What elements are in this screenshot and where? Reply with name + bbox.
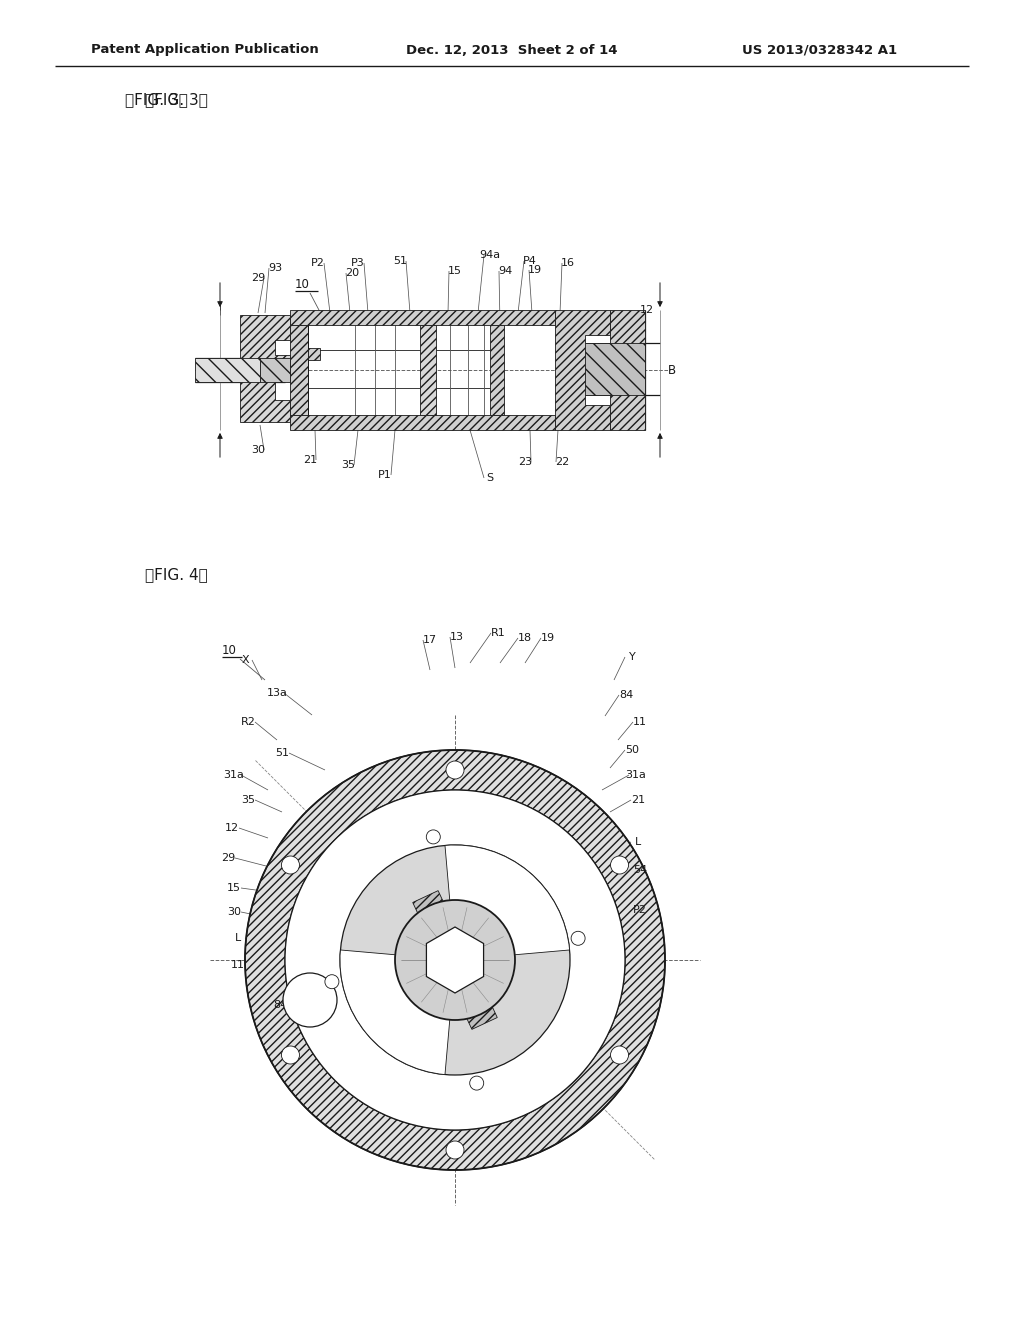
Wedge shape bbox=[445, 845, 569, 960]
Text: 50: 50 bbox=[625, 744, 639, 755]
Bar bbox=[290, 414, 555, 430]
Text: 23: 23 bbox=[518, 457, 532, 467]
Circle shape bbox=[470, 1076, 483, 1090]
Text: S: S bbox=[486, 473, 494, 483]
Text: 22: 22 bbox=[555, 457, 569, 467]
Bar bbox=[290, 325, 308, 414]
Text: 21: 21 bbox=[631, 795, 645, 805]
Text: Y: Y bbox=[629, 652, 635, 663]
Text: B: B bbox=[668, 363, 676, 376]
Circle shape bbox=[282, 855, 299, 874]
Text: 30: 30 bbox=[251, 445, 265, 455]
Text: P1: P1 bbox=[378, 470, 392, 480]
Polygon shape bbox=[413, 891, 480, 993]
Text: 19: 19 bbox=[315, 1012, 329, 1023]
Text: 19: 19 bbox=[528, 265, 542, 275]
Text: 10: 10 bbox=[295, 279, 310, 292]
Text: R2: R2 bbox=[497, 1019, 511, 1030]
Circle shape bbox=[610, 1045, 629, 1064]
Text: 51: 51 bbox=[275, 748, 289, 758]
Circle shape bbox=[282, 1045, 299, 1064]
Text: 19: 19 bbox=[541, 634, 555, 643]
Text: 15: 15 bbox=[227, 883, 241, 894]
Circle shape bbox=[610, 855, 629, 874]
Text: 11: 11 bbox=[633, 717, 647, 727]
Text: R1: R1 bbox=[490, 628, 506, 638]
Text: 20: 20 bbox=[345, 268, 359, 279]
Circle shape bbox=[285, 789, 625, 1130]
Text: 94: 94 bbox=[498, 267, 512, 276]
Text: 【FIG. 3】: 【FIG. 3】 bbox=[145, 92, 208, 107]
Polygon shape bbox=[426, 927, 483, 993]
Polygon shape bbox=[430, 927, 498, 1030]
PathPatch shape bbox=[245, 750, 665, 1170]
Wedge shape bbox=[340, 950, 455, 1074]
Bar bbox=[420, 325, 436, 414]
Text: 15: 15 bbox=[449, 267, 462, 276]
Circle shape bbox=[340, 845, 570, 1074]
Circle shape bbox=[325, 974, 339, 989]
Text: 16: 16 bbox=[561, 257, 575, 268]
Text: 94a: 94a bbox=[479, 249, 501, 260]
Text: 31a: 31a bbox=[223, 770, 245, 780]
Text: 29: 29 bbox=[251, 273, 265, 282]
Text: 93: 93 bbox=[268, 263, 282, 273]
Polygon shape bbox=[308, 325, 319, 414]
Text: 31a: 31a bbox=[626, 770, 646, 780]
Circle shape bbox=[395, 900, 515, 1020]
Text: 35: 35 bbox=[341, 459, 355, 470]
Text: 10: 10 bbox=[222, 644, 237, 656]
Text: X: X bbox=[242, 655, 249, 665]
Text: 29: 29 bbox=[221, 853, 236, 863]
Text: 12: 12 bbox=[225, 822, 239, 833]
Text: 【FIG. 3】: 【FIG. 3】 bbox=[125, 92, 187, 107]
Text: 84: 84 bbox=[272, 1001, 287, 1010]
Polygon shape bbox=[240, 315, 290, 422]
Text: L: L bbox=[234, 933, 241, 942]
Text: C: C bbox=[431, 1026, 439, 1035]
Polygon shape bbox=[585, 343, 645, 395]
Text: Patent Application Publication: Patent Application Publication bbox=[91, 44, 318, 57]
Circle shape bbox=[283, 973, 337, 1027]
Circle shape bbox=[446, 762, 464, 779]
Text: 51: 51 bbox=[393, 256, 407, 267]
Text: US 2013/0328342 A1: US 2013/0328342 A1 bbox=[742, 44, 898, 57]
Text: 21: 21 bbox=[303, 455, 317, 465]
Text: 13: 13 bbox=[450, 632, 464, 642]
Text: P3: P3 bbox=[351, 257, 365, 268]
Polygon shape bbox=[555, 310, 610, 430]
Bar bbox=[290, 310, 555, 325]
Text: Dec. 12, 2013  Sheet 2 of 14: Dec. 12, 2013 Sheet 2 of 14 bbox=[407, 44, 617, 57]
Polygon shape bbox=[260, 358, 290, 381]
Text: C: C bbox=[464, 1026, 472, 1035]
Text: P4: P4 bbox=[523, 256, 537, 267]
Text: P2: P2 bbox=[311, 257, 325, 268]
Text: 18: 18 bbox=[518, 634, 532, 643]
Circle shape bbox=[446, 1140, 464, 1159]
Polygon shape bbox=[195, 358, 260, 381]
Text: 17: 17 bbox=[453, 1043, 467, 1053]
Circle shape bbox=[426, 830, 440, 843]
Text: 14: 14 bbox=[423, 1043, 437, 1053]
Text: 17: 17 bbox=[423, 635, 437, 645]
Text: 54: 54 bbox=[633, 865, 647, 875]
Bar bbox=[610, 310, 645, 430]
Text: 30: 30 bbox=[227, 907, 241, 917]
Text: 【FIG. 4】: 【FIG. 4】 bbox=[145, 568, 208, 582]
Text: 84: 84 bbox=[618, 690, 633, 700]
Text: L: L bbox=[635, 837, 641, 847]
Text: 35: 35 bbox=[241, 795, 255, 805]
Text: P2: P2 bbox=[633, 906, 647, 915]
Text: 12: 12 bbox=[640, 305, 654, 315]
Text: B: B bbox=[206, 363, 214, 376]
Text: R1: R1 bbox=[341, 1035, 355, 1045]
Text: R2: R2 bbox=[241, 717, 255, 727]
Text: 11: 11 bbox=[231, 960, 245, 970]
Text: 13a: 13a bbox=[266, 688, 288, 698]
Circle shape bbox=[571, 932, 585, 945]
Bar bbox=[490, 325, 504, 414]
